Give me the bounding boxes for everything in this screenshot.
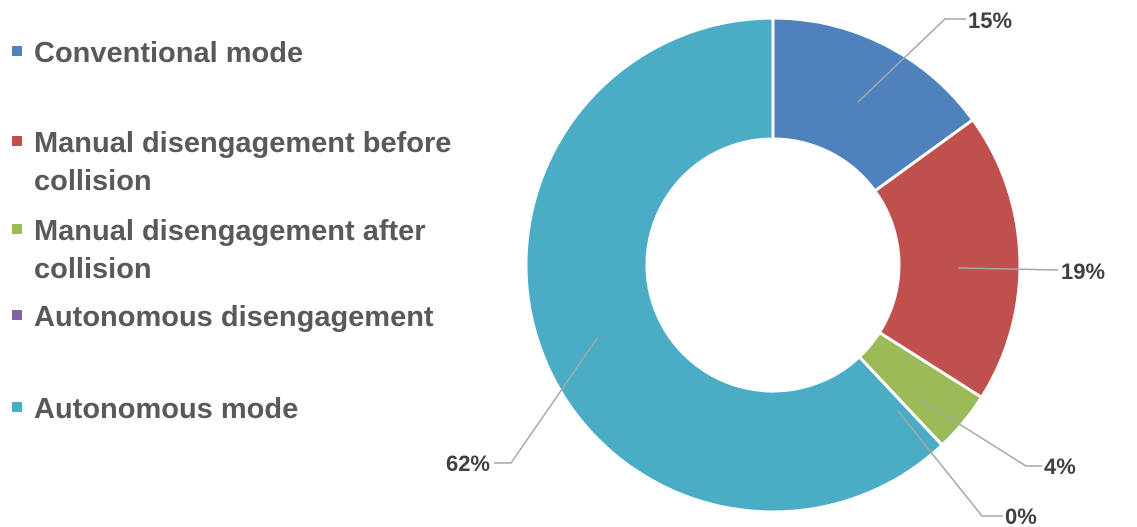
leader-line-manual-disengagement-before-collision <box>957 267 1059 271</box>
data-label-manual-disengagement-after-collision: 4% <box>1044 454 1076 479</box>
chart-legend: Conventional mode Manual disengagement be… <box>12 0 492 527</box>
legend-item-autonomous-mode: Autonomous mode <box>12 390 474 428</box>
legend-item-manual-disengagement-before-collision: Manual disengagement before collision <box>12 124 474 200</box>
legend-label: Autonomous disengagement <box>34 301 434 333</box>
legend-item-manual-disengagement-after-collision: Manual disengagement after collision <box>12 212 474 288</box>
legend-label: Conventional mode <box>34 37 304 69</box>
slice-conventional-mode <box>771 16 975 194</box>
slice-autonomous-mode <box>524 16 945 514</box>
legend-swatch <box>12 402 22 412</box>
data-label-manual-disengagement-before-collision: 19% <box>1061 259 1105 284</box>
leader-line-manual-disengagement-after-collision <box>917 397 1042 467</box>
legend-label: Manual disengagement after collision <box>34 215 426 285</box>
data-label-conventional-mode: 15% <box>968 8 1012 33</box>
slice-manual-disengagement-before-collision <box>872 117 1022 400</box>
leader-line-conventional-mode <box>857 18 966 103</box>
legend-item-autonomous-disengagement: Autonomous disengagement <box>12 298 474 336</box>
legend-swatch <box>12 310 22 320</box>
legend-label: Manual disengagement before collision <box>34 127 452 197</box>
legend-label: Autonomous mode <box>34 393 299 425</box>
data-label-autonomous-mode: 62% <box>446 451 490 476</box>
legend-swatch <box>12 224 22 234</box>
legend-swatch <box>12 46 22 56</box>
data-label-autonomous-disengagement: 0% <box>1005 504 1037 527</box>
leader-line-autonomous-mode <box>494 336 599 464</box>
legend-item-conventional-mode: Conventional mode <box>12 34 474 72</box>
leader-line-autonomous-disengagement <box>897 410 1003 517</box>
legend-swatch <box>12 136 22 146</box>
